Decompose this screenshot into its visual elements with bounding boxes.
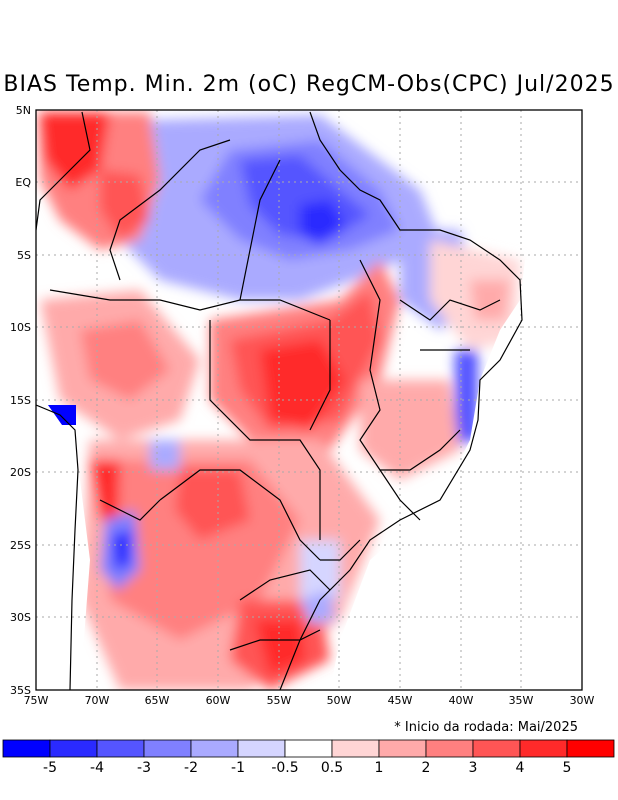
bias-field (36, 112, 582, 690)
colorbar-label: 4 (516, 760, 525, 776)
lat-label: 30S (10, 611, 31, 624)
colorbar-label: -0.5 (271, 760, 298, 776)
colorbar-label: 3 (469, 760, 478, 776)
colorbar-label: -1 (231, 760, 245, 776)
lon-label: 55W (267, 694, 292, 707)
colorbar-label: 2 (422, 760, 431, 776)
lon-label: 65W (145, 694, 170, 707)
lat-labels: 5N EQ 5S 10S 15S 20S 25S 30S 35S (10, 104, 31, 697)
lat-label: 15S (10, 394, 31, 407)
colorbar-label: -4 (90, 760, 104, 776)
colorbar-swatch (49, 739, 98, 758)
lat-label: 5S (17, 249, 31, 262)
colorbar-label: -3 (137, 760, 151, 776)
lon-label: 75W (24, 694, 49, 707)
colorbar-labels: -5 -4 -3 -2 -1 -0.5 0.5 1 2 3 4 5 (43, 760, 571, 776)
colorbar-swatch (566, 739, 615, 758)
lon-label: 30W (570, 694, 595, 707)
colorbar-swatch (425, 739, 474, 758)
colorbar (2, 739, 615, 758)
colorbar-label: 0.5 (321, 760, 343, 776)
colorbar-swatch (2, 739, 51, 758)
graticule (36, 110, 582, 690)
colorbar-swatch (519, 739, 568, 758)
map-title: BIAS Temp. Min. 2m (oC) RegCM-Obs(CPC) J… (3, 72, 615, 97)
lat-label: 35S (10, 684, 31, 697)
colorbar-swatch (143, 739, 192, 758)
colorbar-swatch (96, 739, 145, 758)
colorbar-label: -5 (43, 760, 57, 776)
colorbar-swatch (284, 739, 333, 758)
lat-label: 10S (10, 321, 31, 334)
lon-labels: 75W 70W 65W 60W 55W 50W 45W 40W 35W 30W (24, 694, 595, 707)
colorbar-swatch (237, 739, 286, 758)
run-start-note: * Inicio da rodada: Mai/2025 (394, 720, 578, 735)
lat-label: 25S (10, 539, 31, 552)
lat-label: 5N (16, 104, 31, 117)
map-frame (35, 109, 583, 691)
colorbar-label: 5 (563, 760, 572, 776)
lon-label: 60W (206, 694, 231, 707)
colorbar-swatch (472, 739, 521, 758)
colorbar-swatch (378, 739, 427, 758)
colorbar-swatch (331, 739, 380, 758)
lat-label: 20S (10, 466, 31, 479)
lon-label: 45W (388, 694, 413, 707)
lon-label: 50W (327, 694, 352, 707)
lon-label: 70W (85, 694, 110, 707)
lon-label: 40W (449, 694, 474, 707)
colorbar-label: 1 (375, 760, 384, 776)
colorbar-label: -2 (184, 760, 198, 776)
lat-label: EQ (15, 176, 31, 189)
coastline-borders (36, 111, 523, 690)
colorbar-swatch (190, 739, 239, 758)
lon-label: 35W (509, 694, 534, 707)
